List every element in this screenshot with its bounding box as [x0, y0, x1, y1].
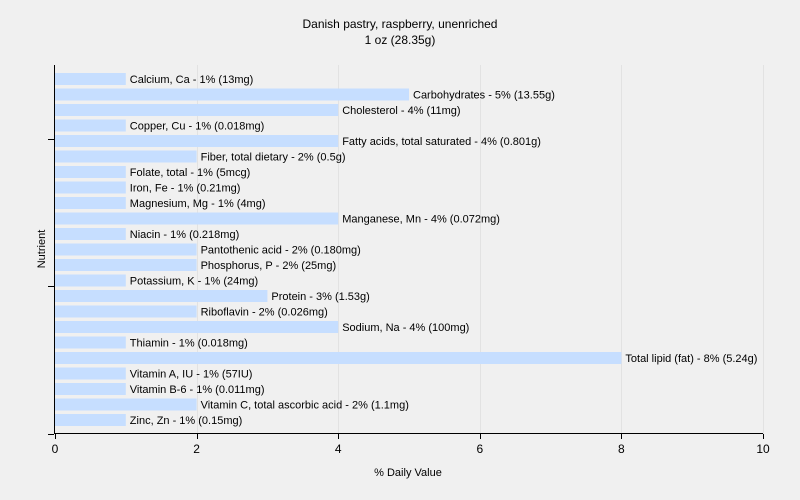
bar: [55, 135, 339, 147]
bar: [55, 73, 126, 85]
bar: [55, 166, 126, 178]
bar-label: Iron, Fe - 1% (0.21mg): [130, 183, 241, 195]
bar: [55, 414, 126, 426]
bar-label: Magnesium, Mg - 1% (4mg): [130, 198, 266, 210]
chart-title: Danish pastry, raspberry, unenriched: [303, 17, 498, 31]
x-ticks: 0 2 4 6 8 10: [52, 434, 770, 456]
bar-label: Riboflavin - 2% (0.026mg): [201, 307, 328, 319]
bar-label: Thiamin - 1% (0.018mg): [130, 338, 248, 350]
gridlines: [197, 65, 764, 434]
x-tick-label: 10: [756, 442, 770, 456]
bar: [55, 104, 339, 116]
axes: [54, 65, 763, 434]
bar-label: Zinc, Zn - 1% (0.15mg): [130, 415, 242, 427]
bar-label: Folate, total - 1% (5mcg): [130, 167, 250, 179]
bar-label: Calcium, Ca - 1% (13mg): [130, 74, 253, 86]
bar: [55, 243, 197, 256]
bar: [55, 398, 197, 411]
bar-label: Cholesterol - 4% (11mg): [342, 105, 460, 117]
bar: [55, 228, 126, 240]
bar: [55, 290, 268, 302]
x-tick-label: 4: [335, 442, 342, 456]
bar: [55, 212, 339, 225]
bar-label: Pantothenic acid - 2% (0.180mg): [201, 245, 361, 257]
bar: [55, 181, 126, 194]
bar-label: Total lipid (fat) - 8% (5.24g): [625, 353, 757, 365]
x-tick-label: 2: [193, 442, 200, 456]
y-ticks: [48, 139, 54, 435]
bar: [55, 367, 126, 380]
bar: [55, 383, 126, 395]
bar-label: Fiber, total dietary - 2% (0.5g): [201, 152, 346, 164]
bar-label: Vitamin A, IU - 1% (57IU): [130, 369, 253, 381]
bar-label: Copper, Cu - 1% (0.018mg): [130, 121, 265, 133]
bar: [55, 321, 339, 333]
bar: [55, 119, 126, 132]
bar-label: Protein - 3% (1.53g): [271, 291, 369, 303]
bar-labels: Calcium, Ca - 1% (13mg) Carbohydrates - 5…: [130, 74, 758, 427]
bar: [55, 197, 126, 209]
bar-label: Manganese, Mn - 4% (0.072mg): [342, 214, 500, 226]
bar-label: Potassium, K - 1% (24mg): [130, 276, 258, 288]
bars: [55, 73, 622, 426]
chart-subtitle: 1 oz (28.35g): [365, 33, 436, 47]
bar-label: Niacin - 1% (0.218mg): [130, 229, 239, 241]
y-axis-label: Nutrient: [36, 230, 48, 269]
bar: [55, 88, 409, 101]
bar: [55, 305, 197, 318]
x-tick-label: 0: [52, 442, 59, 456]
x-axis-label: % Daily Value: [374, 467, 442, 479]
x-tick-label: 6: [476, 442, 483, 456]
bar-label: Carbohydrates - 5% (13.55g): [413, 90, 555, 102]
bar-label: Vitamin B-6 - 1% (0.011mg): [130, 384, 265, 396]
bar-label: Fatty acids, total saturated - 4% (0.801…: [342, 136, 541, 148]
x-tick-label: 8: [618, 442, 625, 456]
bar: [55, 352, 622, 364]
bar: [55, 274, 126, 287]
bar-label: Phosphorus, P - 2% (25mg): [201, 260, 337, 272]
bar-label: Sodium, Na - 4% (100mg): [342, 322, 469, 334]
bar-label: Vitamin C, total ascorbic acid - 2% (1.1…: [201, 400, 409, 412]
bar: [55, 336, 126, 349]
bar: [55, 259, 197, 271]
bar: [55, 150, 197, 163]
